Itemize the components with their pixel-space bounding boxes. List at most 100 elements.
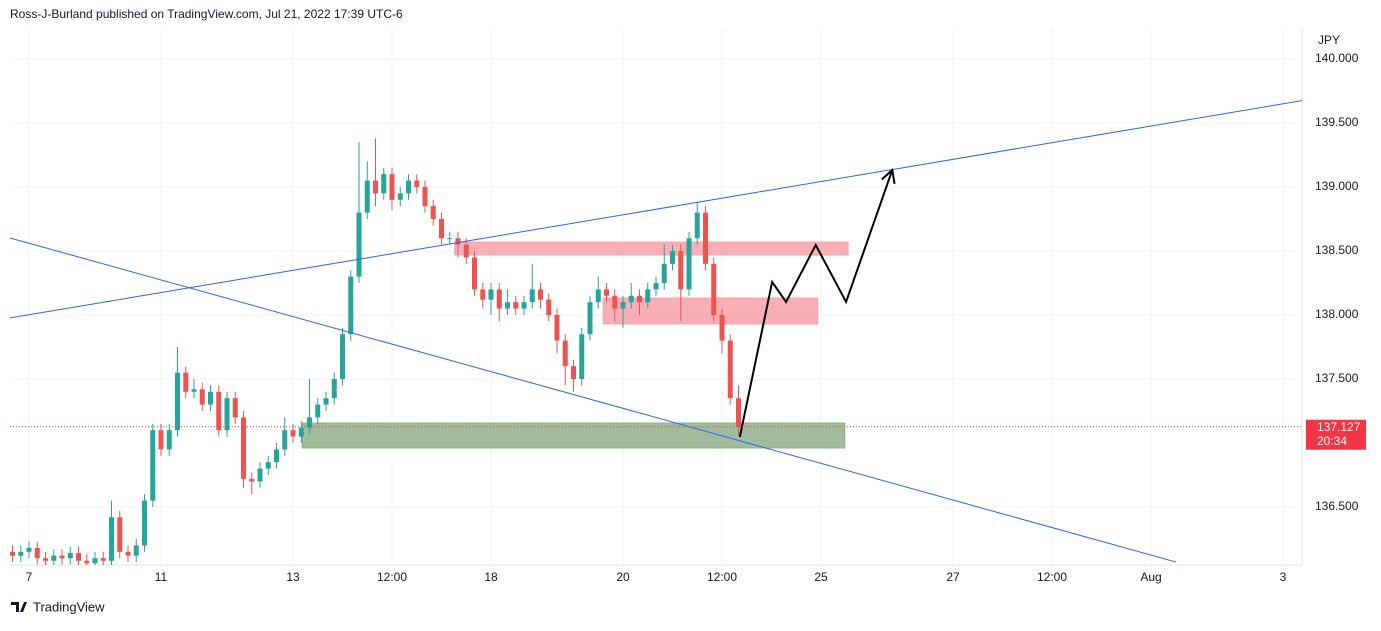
candle-body <box>678 250 684 290</box>
candle-body <box>158 430 164 450</box>
y-tick-label: 138.500 <box>1315 243 1359 257</box>
candle-body <box>76 553 82 561</box>
candle-body <box>257 468 263 482</box>
candle-body <box>10 551 16 556</box>
candle-body <box>348 276 354 335</box>
candle-body <box>84 560 90 564</box>
x-tick-label: 12:00 <box>377 570 407 584</box>
candle-body <box>389 174 395 200</box>
trendline <box>10 237 1177 563</box>
x-tick-label: 12:00 <box>707 570 737 584</box>
candle-body <box>546 299 552 315</box>
candle-body <box>183 372 189 392</box>
candle-body <box>290 430 296 437</box>
candle-body <box>571 366 577 380</box>
candle-body <box>307 417 313 428</box>
candle-body <box>249 478 255 482</box>
x-tick-label: 12:00 <box>1037 570 1067 584</box>
candle-body <box>298 427 304 437</box>
candle-body <box>719 314 725 341</box>
candle-body <box>439 218 445 239</box>
candle-body <box>241 417 247 479</box>
candle-body <box>488 289 494 300</box>
projection-arrowhead <box>881 167 896 184</box>
candle-body <box>496 289 502 309</box>
candle-body <box>513 302 519 309</box>
candle-body <box>447 238 453 240</box>
candle-body <box>18 551 24 556</box>
candle-body <box>645 289 651 303</box>
candle-body <box>59 555 65 559</box>
candle-body <box>521 302 527 309</box>
candle-body <box>100 558 106 561</box>
currency-label: JPY <box>1318 33 1340 47</box>
candle-body <box>620 302 626 309</box>
last-price-box <box>1306 419 1366 450</box>
candle-body <box>331 379 337 399</box>
candle-body <box>43 558 49 561</box>
candle-body <box>340 334 346 380</box>
candle-body <box>472 257 478 290</box>
candle-body <box>199 389 205 405</box>
candle-body <box>480 289 486 300</box>
candle-body <box>133 545 139 556</box>
last-price-label: 137.127 <box>1317 420 1361 434</box>
zone <box>602 297 819 325</box>
candle-body <box>224 398 230 431</box>
candle-body <box>67 553 73 559</box>
candle-body <box>109 517 115 561</box>
candle-body <box>727 340 733 399</box>
candle-body <box>430 206 436 219</box>
candle-body <box>125 551 131 556</box>
candle-body <box>397 193 403 200</box>
candle-body <box>562 340 568 367</box>
candle-body <box>323 398 329 405</box>
candle-body <box>92 558 98 564</box>
candle-body <box>554 314 560 341</box>
x-tick-label: 18 <box>484 570 498 584</box>
candle-body <box>34 547 40 559</box>
x-tick-label: 27 <box>946 570 960 584</box>
grid <box>10 28 1302 565</box>
candle-body <box>711 263 717 315</box>
candle-body <box>282 430 288 450</box>
candle-body <box>117 517 123 552</box>
candle-body <box>414 180 420 187</box>
x-tick-label: 20 <box>616 570 630 584</box>
candle-body <box>595 289 601 303</box>
x-tick-label: Aug <box>1140 570 1161 584</box>
footer: TradingView <box>33 599 105 614</box>
candle-body <box>175 372 181 431</box>
candle-body <box>735 398 741 427</box>
candle-body <box>661 263 667 283</box>
candle-body <box>653 282 659 290</box>
candle-body <box>26 547 32 552</box>
header: Ross-J-Burland published on TradingView.… <box>10 7 403 21</box>
candle-body <box>274 449 280 463</box>
x-tick-label: 7 <box>26 570 33 584</box>
candle-body <box>232 398 238 418</box>
x-tick-label: 11 <box>155 570 168 584</box>
candle-body <box>637 295 643 303</box>
y-tick-label: 138.000 <box>1315 307 1359 321</box>
countdown-label: 20:34 <box>1317 434 1347 448</box>
candle-body <box>612 295 618 309</box>
candle-body <box>51 555 57 561</box>
x-tick-label: 25 <box>814 570 828 584</box>
candle-body <box>579 334 585 380</box>
candle-body <box>208 391 214 405</box>
candle-body <box>422 186 428 207</box>
zone <box>454 241 849 256</box>
candle-body <box>150 430 156 501</box>
y-tick-label: 139.500 <box>1315 115 1359 129</box>
candle-body <box>694 212 700 239</box>
candle-body <box>463 244 469 258</box>
projection-path <box>738 169 894 438</box>
x-tick-label: 13 <box>286 570 300 584</box>
candle-body <box>373 180 379 194</box>
candle-body <box>356 212 362 277</box>
candle-body <box>315 404 321 418</box>
plot-area <box>10 100 1302 565</box>
candle-body <box>265 462 271 469</box>
